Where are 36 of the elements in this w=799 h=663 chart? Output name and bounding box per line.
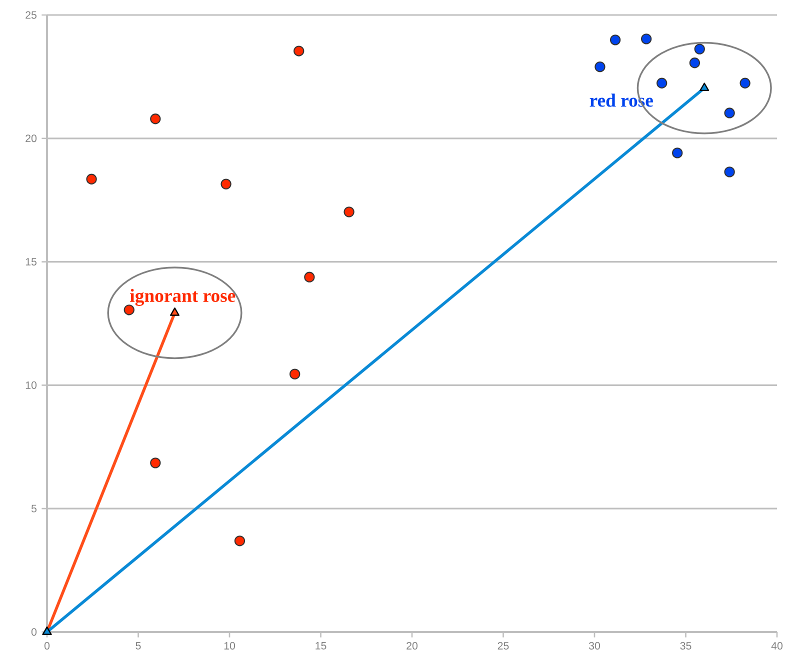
y-tick-label: 10 <box>26 381 37 389</box>
y-tick-label: 25 <box>26 11 37 19</box>
x-tick-label: 15 <box>316 642 326 650</box>
point <box>672 148 683 158</box>
point <box>150 114 161 124</box>
point <box>610 34 621 46</box>
point <box>290 368 300 380</box>
x-tick-label: 5 <box>136 642 141 650</box>
x-tick-label: 40 <box>771 642 783 650</box>
point <box>304 272 315 282</box>
point <box>594 61 606 72</box>
point <box>294 46 304 56</box>
x-tick-label: 10 <box>224 642 236 650</box>
point <box>344 206 354 218</box>
point <box>656 78 668 88</box>
point <box>150 458 161 468</box>
x-tick-label: 30 <box>588 642 600 650</box>
x-tick-label: 0 <box>44 642 50 650</box>
point <box>740 78 750 88</box>
x-tick-label: 20 <box>406 642 418 650</box>
point <box>124 304 134 316</box>
x-tick-label: 35 <box>680 642 692 650</box>
y-tick-label: 15 <box>26 258 37 266</box>
y-tick-label: 20 <box>26 134 37 142</box>
point <box>694 44 705 54</box>
point <box>724 108 735 118</box>
point <box>689 58 700 68</box>
point <box>220 178 232 190</box>
point <box>234 536 246 546</box>
point <box>724 166 735 178</box>
point <box>86 174 97 184</box>
y-tick-label: 0 <box>31 628 37 636</box>
annotation: ignorant rose <box>130 288 236 306</box>
x-tick-label: 25 <box>498 642 509 650</box>
point <box>641 34 652 44</box>
y-tick-label: 5 <box>31 504 37 512</box>
